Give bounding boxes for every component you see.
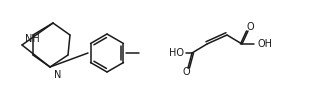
Text: OH: OH [258,39,272,49]
Text: HO: HO [169,48,185,58]
Text: O: O [246,22,254,32]
Text: NH: NH [25,34,40,44]
Text: N: N [54,70,61,80]
Text: O: O [182,67,190,77]
